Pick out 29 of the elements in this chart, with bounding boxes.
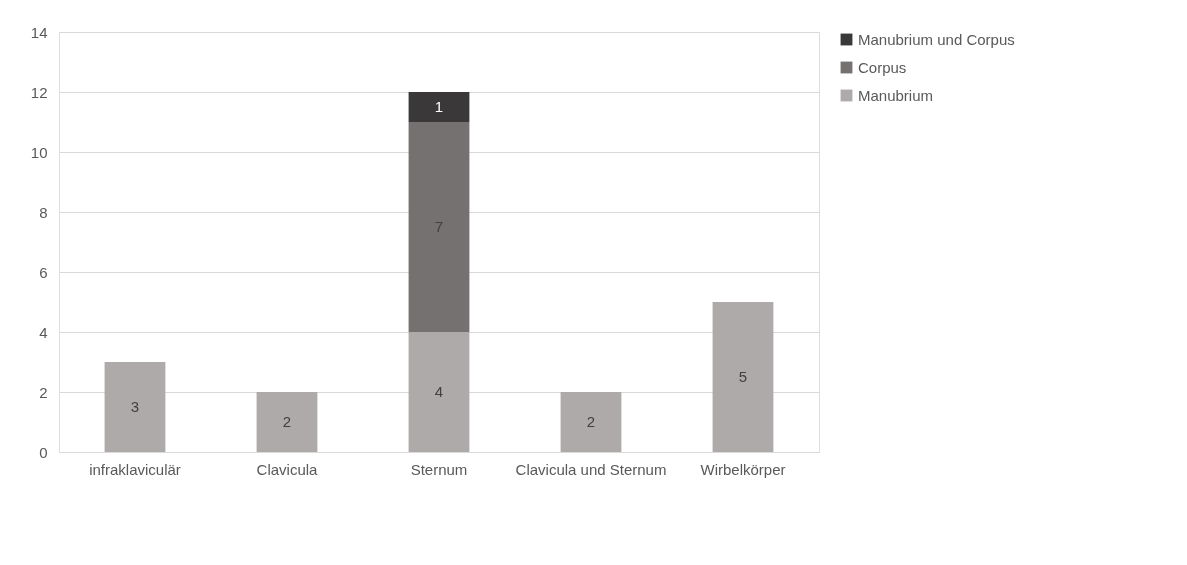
bar	[408, 92, 470, 122]
x-tick-label: Sternum	[410, 460, 468, 478]
data-label: 4	[434, 383, 444, 400]
bar	[560, 392, 622, 452]
y-tick-label: 4	[39, 323, 48, 341]
y-tick-label: 6	[39, 263, 48, 281]
bar	[104, 362, 166, 452]
y-tick-label: 8	[39, 203, 48, 221]
data-label: 1	[434, 98, 444, 115]
bar	[256, 392, 318, 452]
legend-label: Manubrium und Corpus	[858, 30, 1015, 48]
y-tick-label: 12	[30, 83, 48, 101]
bar	[408, 122, 470, 332]
y-tick-label: 10	[30, 143, 48, 161]
x-tick-label: Wirbelkörper	[700, 460, 786, 478]
data-label: 2	[282, 413, 292, 430]
legend-label: Manubrium	[858, 86, 934, 104]
data-label: 5	[738, 368, 748, 385]
x-tick-label: Clavicula	[256, 460, 319, 478]
bar	[408, 332, 470, 452]
x-tick-label: infraklaviculär	[89, 460, 181, 478]
y-tick-label: 0	[39, 443, 48, 461]
data-label: 2	[586, 413, 596, 430]
x-tick-label: Clavicula und Sternum	[515, 460, 667, 478]
y-tick-label: 14	[30, 23, 48, 41]
data-label: 3	[130, 398, 140, 415]
bar	[712, 302, 774, 452]
legend-label: Corpus	[858, 58, 907, 76]
y-tick-label: 2	[39, 383, 48, 401]
